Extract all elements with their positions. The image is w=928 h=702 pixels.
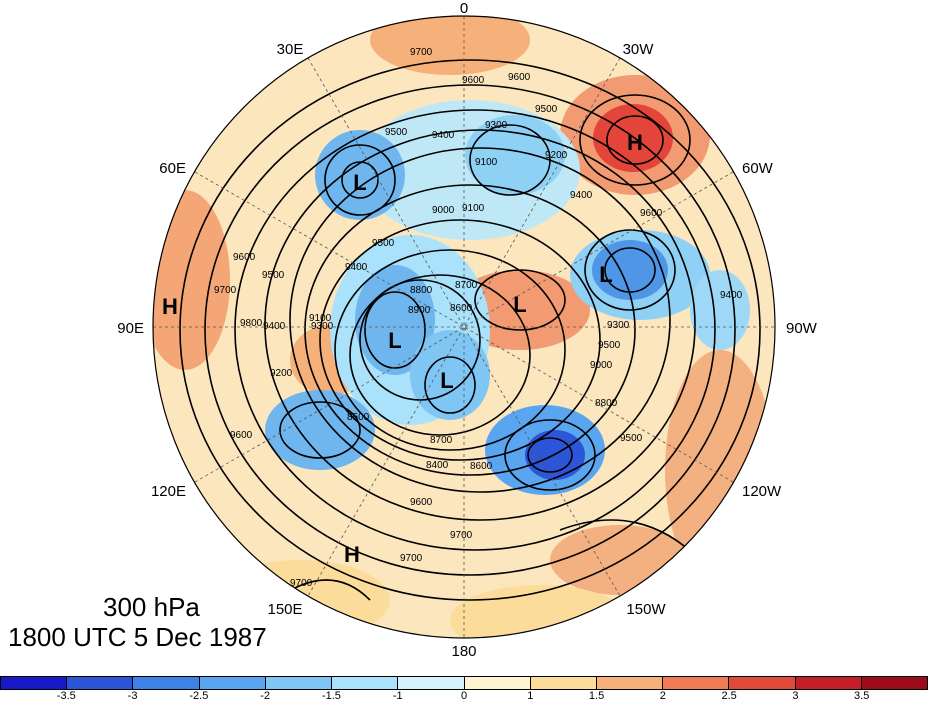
contour-label: 9100: [475, 157, 498, 168]
low-center-label: L: [513, 292, 527, 317]
lon-label-60e: 60E: [159, 160, 186, 177]
contour-label: 9700: [214, 285, 237, 296]
lon-label-30e: 30E: [276, 41, 304, 58]
contour-label: 9000: [590, 360, 613, 371]
contour-label: 9500: [372, 238, 395, 249]
contour-label: 9500: [598, 340, 621, 351]
contour-label: 9200: [270, 368, 293, 379]
lon-label-0: 0: [459, 0, 469, 17]
colorbar-tick-label: 2: [659, 690, 666, 702]
colorbar-tick-label: -3.5: [56, 690, 76, 702]
contour-label: 9500: [535, 104, 558, 115]
contour-label: 9300: [485, 120, 508, 131]
lon-label-120w: 120W: [742, 483, 782, 500]
height-contours: [179, 59, 761, 601]
contour-label: 9600: [410, 497, 433, 508]
contour-label: 8900: [408, 305, 431, 316]
contour-label: 9500: [385, 127, 408, 138]
contour-label: 9400: [345, 262, 368, 273]
high-center-label: H: [344, 542, 360, 567]
colorbar-segment: [0, 676, 68, 690]
contour-label: 9400: [263, 321, 286, 332]
colorbar-segment: [728, 676, 796, 690]
colorbar-tick-label: -2.5: [189, 690, 209, 702]
colorbar-tick-label: 1: [527, 690, 534, 702]
contour-label: 9600: [640, 208, 663, 219]
contour-label: 8700: [430, 435, 453, 446]
lon-label-90e: 90E: [117, 320, 144, 337]
time-label: 1800 UTC 5 Dec 1987: [8, 622, 267, 652]
map-field: [153, 16, 775, 638]
colorbar-tick-label: -2: [260, 690, 271, 702]
contour-label: 9400: [570, 190, 593, 201]
contour-label: 9600: [230, 430, 253, 441]
contour-label: 9400: [432, 130, 455, 141]
colorbar-segment: [463, 676, 531, 690]
graticule: [153, 16, 775, 638]
colorbar-tick-label: 3: [792, 690, 799, 702]
colorbar-segment: [860, 676, 928, 690]
high-center-label: H: [162, 294, 178, 319]
contour-label: 9100: [309, 313, 332, 324]
contour-label: 8500: [347, 412, 370, 423]
contour-label: 9700: [290, 578, 313, 589]
lon-label-120e: 120E: [150, 483, 186, 500]
lon-label-150w: 150W: [626, 601, 666, 618]
colorbar-tick-label: 3.5: [854, 690, 870, 702]
contour-label: 9100: [462, 203, 485, 214]
low-center-label: L: [599, 262, 613, 287]
lon-label-150e: 150E: [267, 601, 303, 618]
contour-label: 9400: [720, 290, 743, 301]
high-center-label: H: [627, 130, 643, 155]
low-center-label: L: [353, 170, 367, 195]
level-label: 300 hPa: [103, 592, 200, 622]
contour-label: 9700: [410, 47, 433, 58]
contour-label: 9600: [508, 72, 531, 83]
colorbar-tick-label: 2.5: [721, 690, 737, 702]
contour-label: 8700: [455, 280, 478, 291]
colorbar-segment: [595, 676, 664, 690]
colorbar-segment: [198, 676, 266, 690]
colorbar-tick-label: 1.5: [588, 690, 605, 702]
lon-label-60w: 60W: [742, 160, 773, 177]
colorbar-tick-label: -1: [392, 690, 403, 702]
colorbar-segment: [397, 676, 465, 690]
contour-label: 8800: [410, 285, 433, 296]
colorbar-segment: [331, 676, 399, 690]
contour-label: 9700: [450, 530, 473, 541]
contour-label: 9700: [400, 553, 423, 564]
lon-label-180: 180: [451, 643, 477, 660]
colorbar-segment: [264, 676, 333, 690]
low-center-label: L: [440, 368, 454, 393]
contour-label: 8400: [426, 460, 449, 471]
contour-label: 8600: [450, 303, 473, 314]
colorbar: [0, 676, 928, 690]
colorbar-tick-label: -3: [127, 690, 138, 702]
contour-label: 9000: [432, 205, 455, 216]
contour-label: 8600: [470, 461, 493, 472]
contour-label: 9200: [545, 150, 568, 161]
colorbar-segment: [132, 676, 200, 690]
contour-label: 9600: [233, 252, 256, 263]
contour-label: 9800: [240, 318, 263, 329]
colorbar-tick-label: -1.5: [321, 690, 341, 702]
contour-label: 9300: [607, 320, 630, 331]
colorbar-segment: [529, 676, 597, 690]
lon-label-30w: 30W: [622, 41, 654, 58]
contour-label: 9500: [620, 433, 643, 444]
colorbar-segment: [662, 676, 730, 690]
colorbar-segment: [66, 676, 134, 690]
contour-label: 9500: [262, 270, 285, 281]
lon-label-90w: 90W: [786, 320, 817, 337]
colorbar-tick-label: 0: [460, 690, 468, 702]
contour-label: 8800: [595, 398, 618, 409]
contour-label: 9300: [311, 321, 334, 332]
colorbar-segment: [794, 676, 862, 690]
low-center-label: L: [388, 328, 402, 353]
contour-label: 9600: [462, 75, 485, 86]
